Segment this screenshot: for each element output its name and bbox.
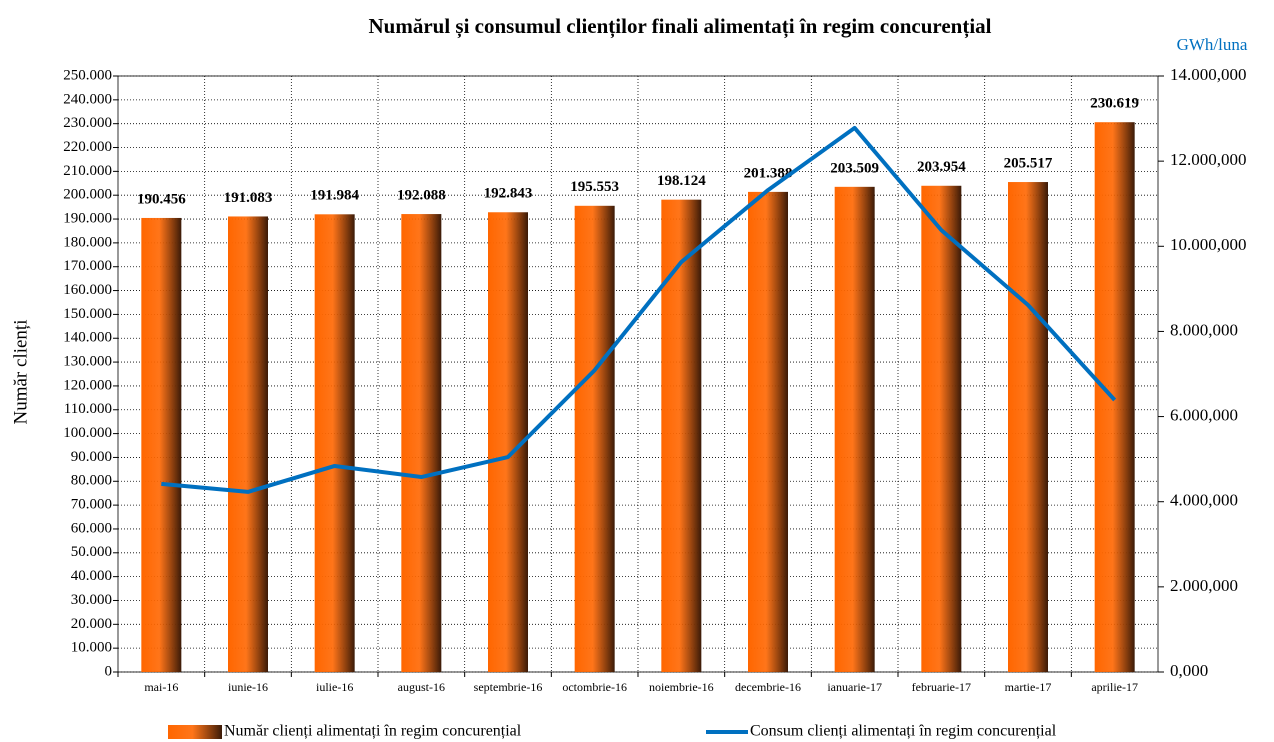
y-tick-label: 250.000 xyxy=(63,67,112,83)
data-label: 195.553 xyxy=(570,179,619,195)
x-tick-label: decembrie-16 xyxy=(735,680,801,694)
bar xyxy=(748,191,788,673)
y-tick-label: 10.000 xyxy=(71,640,112,656)
y-tick-label: 70.000 xyxy=(71,497,112,513)
data-label: 203.954 xyxy=(917,159,966,175)
bar xyxy=(141,217,182,673)
y-tick-label: 90.000 xyxy=(71,449,112,465)
y-tick-label: 60.000 xyxy=(71,520,112,536)
data-label: 192.843 xyxy=(484,186,533,202)
data-label: 192.088 xyxy=(397,187,446,203)
y2-tick-label: 8.000,000 xyxy=(1170,320,1238,339)
bar xyxy=(661,199,702,673)
bar xyxy=(1008,182,1048,672)
x-tick-label: iunie-16 xyxy=(228,680,268,694)
y-tick-label: 140.000 xyxy=(63,330,112,346)
y-tick-label: 30.000 xyxy=(71,592,112,608)
data-label: 191.984 xyxy=(310,188,359,204)
y2-tick-label: 10.000,000 xyxy=(1170,235,1247,254)
x-tick-label: iulie-16 xyxy=(316,680,353,694)
y-tick-label: 20.000 xyxy=(71,616,112,632)
data-label: 201.388 xyxy=(744,165,793,181)
y-tick-label: 130.000 xyxy=(63,354,112,370)
bar xyxy=(834,186,875,673)
y-tick-label: 40.000 xyxy=(71,568,112,584)
y-tick-label: 240.000 xyxy=(63,91,112,107)
y2-tick-label: 12.000,000 xyxy=(1170,150,1247,169)
data-label: 190.456 xyxy=(137,191,186,207)
chart-title: Numărul și consumul clienților finali al… xyxy=(369,14,992,39)
x-tick-label: martie-17 xyxy=(1005,680,1052,694)
y-tick-label: 190.000 xyxy=(63,210,112,226)
y-tick-label: 220.000 xyxy=(63,139,112,155)
x-tick-label: noiembrie-16 xyxy=(649,680,714,694)
bar xyxy=(401,214,442,673)
y-tick-label: 230.000 xyxy=(63,115,112,131)
y-tick-label: 200.000 xyxy=(63,187,112,203)
x-tick-label: februarie-17 xyxy=(912,680,971,694)
y-tick-label: 150.000 xyxy=(63,306,112,322)
data-label: 198.124 xyxy=(657,173,706,189)
bar xyxy=(574,205,615,673)
legend-label: Număr clienți alimentați în regim concur… xyxy=(224,723,522,740)
bar xyxy=(228,216,268,672)
y2-tick-label: 14.000,000 xyxy=(1170,65,1247,84)
y-tick-label: 180.000 xyxy=(63,234,112,250)
y-tick-label: 100.000 xyxy=(63,425,112,441)
bar xyxy=(314,214,355,672)
x-tick-label: aprilie-17 xyxy=(1091,680,1138,694)
y-tick-label: 120.000 xyxy=(63,377,112,393)
line xyxy=(161,125,1117,494)
data-label: 191.083 xyxy=(224,190,273,206)
y-tick-label: 80.000 xyxy=(71,473,112,489)
x-tick-label: septembrie-16 xyxy=(474,680,543,694)
y-tick-label: 50.000 xyxy=(71,544,112,560)
data-label: 203.509 xyxy=(830,160,879,176)
y-tick-label: 170.000 xyxy=(63,258,112,274)
y2-tick-label: 2.000,000 xyxy=(1170,576,1238,595)
x-tick-label: mai-16 xyxy=(144,680,178,694)
legend-label: Consum clienți alimentați în regim concu… xyxy=(750,723,1057,740)
x-tick-label: ianuarie-17 xyxy=(827,680,882,694)
y2-tick-label: 6.000,000 xyxy=(1170,405,1238,424)
y2-axis-label: GWh/luna xyxy=(1177,35,1248,54)
y2-tick-label: 0,000 xyxy=(1170,661,1208,680)
y-tick-label: 110.000 xyxy=(64,401,112,417)
y-tick-label: 160.000 xyxy=(63,282,112,298)
x-tick-label: august-16 xyxy=(398,680,445,694)
bar xyxy=(921,185,962,672)
data-label: 205.517 xyxy=(1004,155,1053,171)
y2-tick-label: 4.000,000 xyxy=(1170,491,1238,510)
y-tick-label: 0 xyxy=(105,663,113,679)
legend-swatch xyxy=(168,725,222,739)
x-tick-label: octombrie-16 xyxy=(562,680,627,694)
y-axis-label: Număr clienți xyxy=(10,320,31,425)
y-tick-label: 210.000 xyxy=(63,163,112,179)
data-label: 230.619 xyxy=(1090,96,1139,112)
